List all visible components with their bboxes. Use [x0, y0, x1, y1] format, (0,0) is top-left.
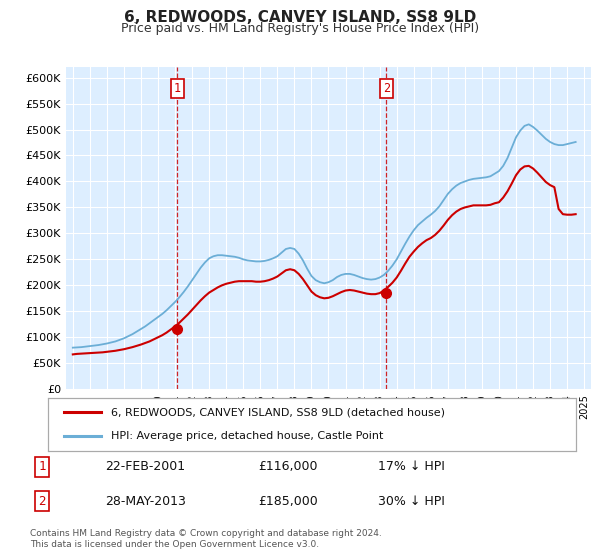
Text: £116,000: £116,000 — [258, 460, 317, 473]
Text: 1: 1 — [38, 460, 46, 473]
Text: 6, REDWOODS, CANVEY ISLAND, SS8 9LD (detached house): 6, REDWOODS, CANVEY ISLAND, SS8 9LD (det… — [112, 408, 445, 418]
Text: 28-MAY-2013: 28-MAY-2013 — [105, 494, 186, 507]
Text: 30% ↓ HPI: 30% ↓ HPI — [378, 494, 445, 507]
Text: 22-FEB-2001: 22-FEB-2001 — [105, 460, 185, 473]
Text: Contains HM Land Registry data © Crown copyright and database right 2024.
This d: Contains HM Land Registry data © Crown c… — [30, 529, 382, 549]
Text: Price paid vs. HM Land Registry's House Price Index (HPI): Price paid vs. HM Land Registry's House … — [121, 22, 479, 35]
Text: 1: 1 — [174, 82, 181, 95]
Text: 2: 2 — [383, 82, 390, 95]
Text: 2: 2 — [38, 494, 46, 507]
Text: £185,000: £185,000 — [258, 494, 318, 507]
Text: 17% ↓ HPI: 17% ↓ HPI — [378, 460, 445, 473]
Text: 6, REDWOODS, CANVEY ISLAND, SS8 9LD: 6, REDWOODS, CANVEY ISLAND, SS8 9LD — [124, 10, 476, 25]
Text: HPI: Average price, detached house, Castle Point: HPI: Average price, detached house, Cast… — [112, 431, 384, 441]
